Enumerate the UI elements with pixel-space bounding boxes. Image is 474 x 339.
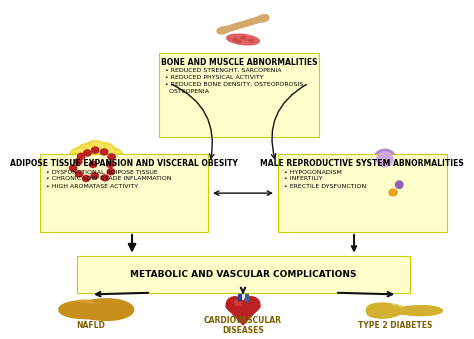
Polygon shape bbox=[59, 299, 134, 320]
Polygon shape bbox=[226, 306, 260, 325]
Ellipse shape bbox=[395, 181, 403, 188]
FancyBboxPatch shape bbox=[76, 256, 410, 293]
Circle shape bbox=[108, 154, 115, 160]
Ellipse shape bbox=[249, 39, 253, 42]
Circle shape bbox=[101, 157, 119, 172]
Circle shape bbox=[62, 159, 84, 178]
Ellipse shape bbox=[383, 168, 399, 184]
Ellipse shape bbox=[226, 297, 244, 312]
Circle shape bbox=[100, 147, 123, 166]
Circle shape bbox=[100, 149, 108, 155]
Ellipse shape bbox=[235, 299, 241, 305]
Polygon shape bbox=[392, 304, 401, 307]
Circle shape bbox=[99, 155, 122, 174]
Circle shape bbox=[67, 164, 91, 183]
Circle shape bbox=[74, 169, 98, 188]
Circle shape bbox=[95, 144, 113, 159]
Circle shape bbox=[91, 147, 99, 153]
FancyBboxPatch shape bbox=[39, 154, 208, 232]
Circle shape bbox=[70, 166, 88, 181]
Text: TYPE 2 DIABETES: TYPE 2 DIABETES bbox=[358, 321, 432, 330]
Circle shape bbox=[86, 143, 104, 158]
Circle shape bbox=[77, 171, 95, 186]
Text: CARDIOVASCULAR
DISEASES: CARDIOVASCULAR DISEASES bbox=[204, 316, 282, 335]
Circle shape bbox=[102, 164, 120, 179]
Polygon shape bbox=[245, 294, 248, 301]
Text: • DYSFUNCTIONAL ADIPOSE TISSUE
• CHRONIC LOW GRADE INFLAMMATION
• HIGH AROMATASE: • DYSFUNCTIONAL ADIPOSE TISSUE • CHRONIC… bbox=[46, 170, 171, 188]
Circle shape bbox=[75, 171, 82, 177]
Polygon shape bbox=[221, 16, 265, 33]
Circle shape bbox=[86, 168, 104, 183]
Polygon shape bbox=[238, 294, 241, 300]
Circle shape bbox=[82, 155, 104, 174]
Ellipse shape bbox=[243, 297, 260, 312]
Ellipse shape bbox=[257, 15, 269, 22]
Circle shape bbox=[77, 153, 85, 159]
Circle shape bbox=[107, 161, 114, 167]
Circle shape bbox=[89, 161, 97, 167]
Text: NAFLD: NAFLD bbox=[76, 321, 105, 330]
Text: MALE REPRODUCTIVE SYSTEM ABNORMALITIES: MALE REPRODUCTIVE SYSTEM ABNORMALITIES bbox=[260, 159, 464, 168]
Circle shape bbox=[76, 144, 99, 162]
Circle shape bbox=[102, 149, 121, 164]
Text: BONE AND MUSCLE ABNORMALITIES: BONE AND MUSCLE ABNORMALITIES bbox=[161, 58, 317, 67]
FancyBboxPatch shape bbox=[159, 53, 319, 137]
Circle shape bbox=[69, 165, 77, 171]
Circle shape bbox=[91, 173, 99, 179]
Circle shape bbox=[78, 146, 96, 160]
Circle shape bbox=[74, 159, 82, 165]
Text: METABOLIC AND VASCULAR COMPLICATIONS: METABOLIC AND VASCULAR COMPLICATIONS bbox=[130, 270, 356, 279]
Circle shape bbox=[93, 168, 117, 187]
Circle shape bbox=[389, 189, 397, 196]
Polygon shape bbox=[366, 303, 442, 318]
Circle shape bbox=[72, 149, 90, 164]
Circle shape bbox=[64, 161, 82, 176]
Circle shape bbox=[67, 152, 90, 171]
Circle shape bbox=[70, 147, 92, 166]
Circle shape bbox=[107, 168, 115, 175]
Text: • HYPOGONADISM
• INFERTILIY
• ERECTILE DYSFUNCTION: • HYPOGONADISM • INFERTILIY • ERECTILE D… bbox=[284, 170, 366, 188]
Ellipse shape bbox=[227, 34, 259, 45]
Polygon shape bbox=[77, 300, 95, 303]
Circle shape bbox=[96, 171, 114, 185]
FancyBboxPatch shape bbox=[278, 154, 447, 232]
Ellipse shape bbox=[374, 149, 396, 170]
Circle shape bbox=[100, 162, 122, 181]
Text: • REDUCED STRENGHT, SARCOPENIA
• REDUCED PHYSICAL ACTIVITY
• REDUCED BONE DENSIT: • REDUCED STRENGHT, SARCOPENIA • REDUCED… bbox=[165, 68, 305, 94]
Circle shape bbox=[92, 143, 116, 161]
Text: ADIPOSE TISSUE EXPANSION AND VISCERAL OBESITY: ADIPOSE TISSUE EXPANSION AND VISCERAL OB… bbox=[10, 159, 238, 168]
Circle shape bbox=[69, 154, 87, 169]
Ellipse shape bbox=[233, 38, 237, 41]
Circle shape bbox=[84, 141, 107, 160]
Ellipse shape bbox=[241, 37, 245, 39]
Ellipse shape bbox=[237, 40, 241, 43]
Circle shape bbox=[84, 157, 102, 172]
Circle shape bbox=[83, 166, 106, 185]
Circle shape bbox=[84, 150, 91, 156]
Ellipse shape bbox=[217, 27, 229, 34]
Ellipse shape bbox=[377, 152, 393, 167]
Circle shape bbox=[101, 175, 109, 181]
Circle shape bbox=[82, 175, 90, 181]
